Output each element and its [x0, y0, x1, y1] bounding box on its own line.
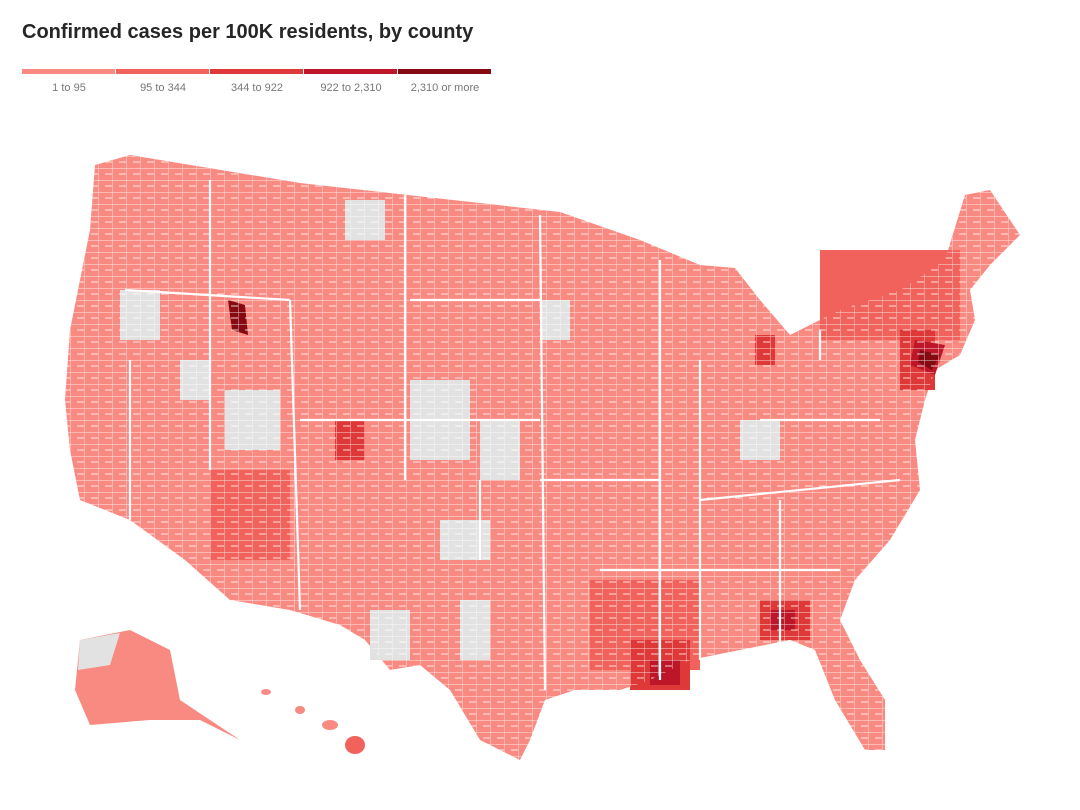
legend-label: 344 to 922 [231, 82, 283, 94]
hawaii-island [345, 736, 365, 754]
legend-label: 2,310 or more [411, 82, 479, 94]
legend-label: 1 to 95 [52, 82, 86, 94]
hawaii [261, 689, 365, 754]
legend-label: 922 to 2,310 [320, 82, 381, 94]
map-title: Confirmed cases per 100K residents, by c… [22, 21, 474, 43]
hawaii-island [322, 720, 338, 730]
legend: 1 to 95 95 to 344 344 to 922 922 to 2,310 2,… [22, 69, 491, 94]
county-borders [65, 155, 1020, 760]
hawaii-island [261, 689, 271, 695]
us-map [65, 155, 1020, 760]
alaska-no-data [78, 633, 120, 670]
legend-swatch [210, 69, 303, 74]
legend-swatch [304, 69, 397, 74]
legend-label: 95 to 344 [140, 82, 186, 94]
hawaii-island [295, 706, 305, 714]
alaska [75, 630, 240, 740]
legend-swatch [116, 69, 209, 74]
state-borders [124, 180, 901, 691]
legend-swatch [398, 69, 491, 74]
legend-swatch [22, 69, 115, 74]
